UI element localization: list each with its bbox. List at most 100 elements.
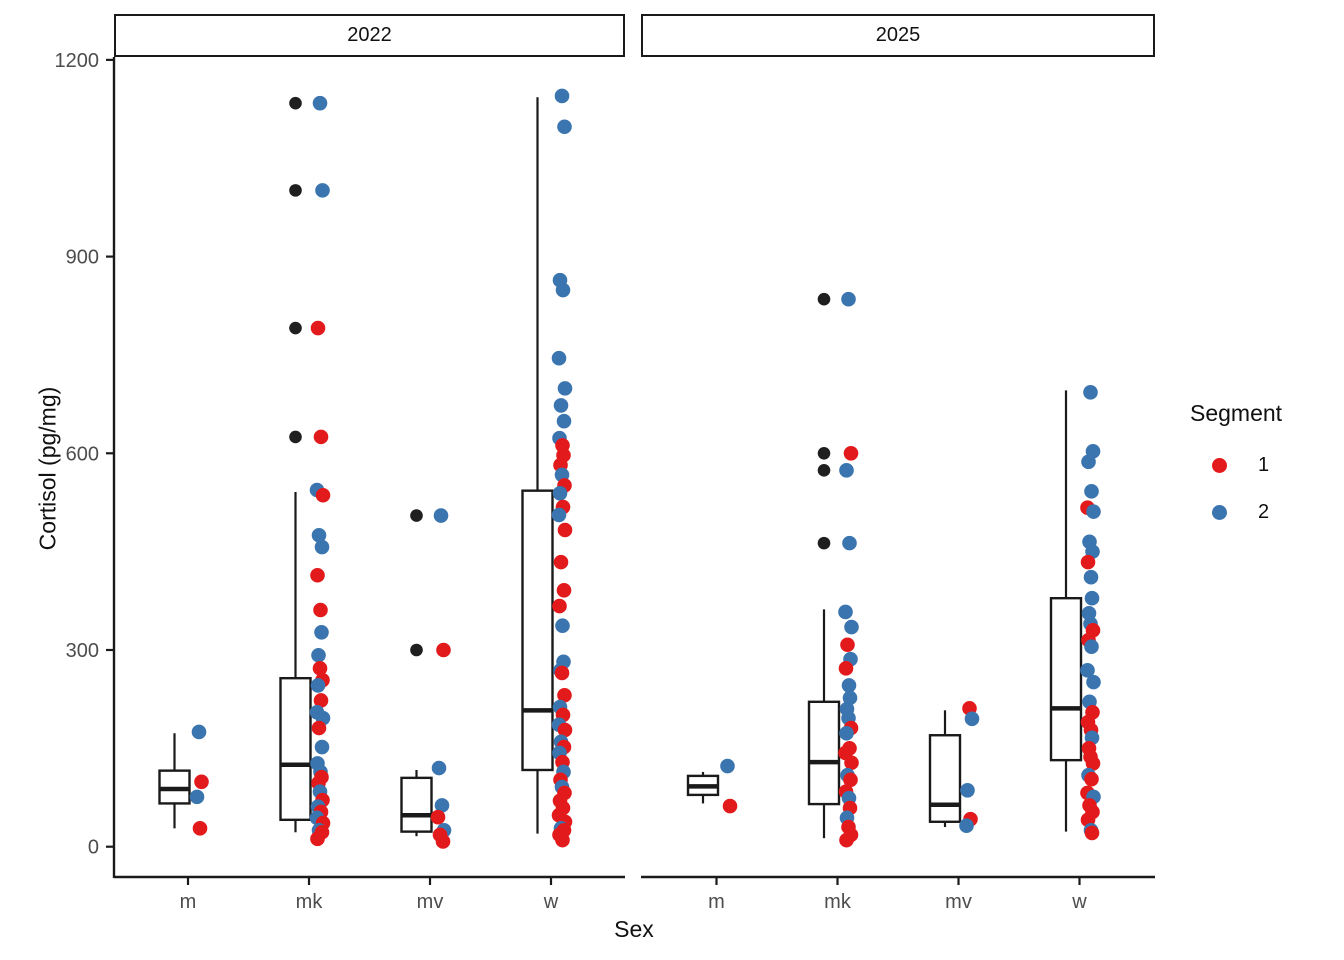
jitter-point-segment-2 <box>959 818 974 834</box>
jitter-point-segment-2 <box>841 678 857 693</box>
outlier-point <box>817 292 831 306</box>
jitter-point-segment-2 <box>557 119 572 135</box>
jitter-point-segment-1 <box>557 722 573 738</box>
jitter-point-segment-2 <box>838 604 853 620</box>
x-tick-label: mv <box>417 891 444 913</box>
jitter-point-segment-1 <box>838 661 854 676</box>
outlier-point <box>289 96 302 110</box>
facet-strip-2022: 2022 <box>114 14 625 57</box>
jitter-point-segment-1 <box>311 720 327 736</box>
jitter-point-segment-2 <box>839 725 854 741</box>
outlier-point <box>817 536 831 550</box>
legend-item-label: 2 <box>1258 500 1270 523</box>
jitter-point-segment-2 <box>1083 569 1099 585</box>
jitter-point-segment-2 <box>839 463 854 478</box>
jitter-point-segment-1 <box>843 445 859 461</box>
outlier-point <box>289 430 302 444</box>
box <box>1049 596 1083 762</box>
jitter-point-segment-2 <box>964 711 980 727</box>
jitter-point-segment-2 <box>1081 454 1096 470</box>
jitter-point-segment-2 <box>312 95 328 111</box>
jitter-point-segment-1 <box>1080 554 1096 570</box>
jitter-point-segment-1 <box>554 665 570 681</box>
outlier-point <box>410 509 423 522</box>
jitter-point-segment-1 <box>553 554 569 570</box>
outlier-point <box>289 321 302 335</box>
jitter-point-segment-2 <box>551 350 567 366</box>
jitter-point-segment-1 <box>310 320 326 336</box>
jitter-point-segment-2 <box>1086 504 1101 519</box>
jitter-point-segment-1 <box>1085 756 1101 771</box>
jitter-point-segment-1 <box>844 755 859 771</box>
box <box>807 700 841 806</box>
x-tick-label: mv <box>945 891 972 913</box>
jitter-point-segment-1 <box>313 602 328 618</box>
y-tick-label: 900 <box>66 247 99 269</box>
outlier-point <box>817 446 831 460</box>
jitter-point-segment-2 <box>433 508 449 523</box>
box <box>400 776 433 833</box>
jitter-point-segment-1 <box>312 661 328 676</box>
jitter-point-segment-2 <box>553 398 569 413</box>
jitter-point-segment-1 <box>430 809 446 825</box>
jitter-point-segment-1 <box>557 522 573 538</box>
facet-strip-label: 2022 <box>347 24 392 46</box>
jitter-point-segment-1 <box>194 774 209 790</box>
jitter-point-segment-2 <box>551 507 567 523</box>
x-tick-label: mk <box>296 891 324 913</box>
jitter-point-segment-1 <box>315 487 331 503</box>
jitter-point-segment-2 <box>557 381 573 396</box>
jitter-point-segment-2 <box>311 527 327 543</box>
jitter-point-segment-1 <box>843 772 858 788</box>
legend-key-dot-blue <box>1212 504 1227 520</box>
facet-strip-label: 2025 <box>875 24 921 46</box>
x-tick-label: m <box>708 891 725 913</box>
box <box>521 489 554 772</box>
facet-strip-2025: 2025 <box>641 14 1155 57</box>
jitter-point-segment-1 <box>1084 771 1099 787</box>
jitter-point-segment-2 <box>189 789 205 805</box>
jitter-point-segment-1 <box>192 821 208 836</box>
legend-item-label: 1 <box>1258 453 1270 476</box>
y-tick-label: 1200 <box>55 50 100 72</box>
jitter-point-segment-2 <box>314 739 330 755</box>
jitter-point-segment-2 <box>314 539 330 555</box>
jitter-point-segment-1 <box>722 798 738 814</box>
y-axis-title: Cortisol (pg/mg) <box>34 386 61 551</box>
jitter-point-segment-2 <box>191 724 207 740</box>
jitter-point-segment-2 <box>311 647 326 663</box>
jitter-point-segment-1 <box>555 832 570 848</box>
box <box>279 676 312 822</box>
x-tick-label: m <box>180 891 197 913</box>
jitter-point-segment-2 <box>315 183 330 198</box>
x-axis-title: Sex <box>614 916 654 942</box>
jitter-point-segment-2 <box>720 758 735 774</box>
jitter-point-segment-1 <box>436 642 451 658</box>
jitter-point-segment-2 <box>842 535 857 551</box>
legend-item-segment-1: 1 <box>1190 453 1270 476</box>
jitter-point-segment-1 <box>552 598 567 614</box>
jitter-point-segment-1 <box>1084 825 1100 841</box>
jitter-point-segment-2 <box>1084 484 1099 499</box>
jitter-point-segment-2 <box>1083 385 1098 400</box>
jitter-point-segment-1 <box>313 429 329 445</box>
jitter-point-segment-2 <box>554 88 570 104</box>
jitter-point-segment-2 <box>552 485 568 501</box>
jitter-point-segment-1 <box>310 567 325 583</box>
box <box>928 734 962 823</box>
jitter-point-segment-2 <box>844 619 859 635</box>
jitter-point-segment-2 <box>555 618 570 634</box>
y-tick-label: 600 <box>66 443 99 465</box>
jitter-point-segment-2 <box>1084 590 1100 606</box>
x-tick-label: w <box>1071 891 1087 913</box>
jitter-point-segment-2 <box>1084 639 1099 655</box>
jitter-point-segment-2 <box>841 291 856 307</box>
outlier-point <box>289 184 302 197</box>
legend-item-segment-2: 2 <box>1190 500 1270 523</box>
jitter-point-segment-1 <box>557 687 572 703</box>
x-tick-label: mk <box>824 891 852 913</box>
jitter-point-segment-2 <box>314 624 329 640</box>
jitter-point-segment-1 <box>313 693 329 708</box>
y-tick-label: 300 <box>66 640 99 662</box>
